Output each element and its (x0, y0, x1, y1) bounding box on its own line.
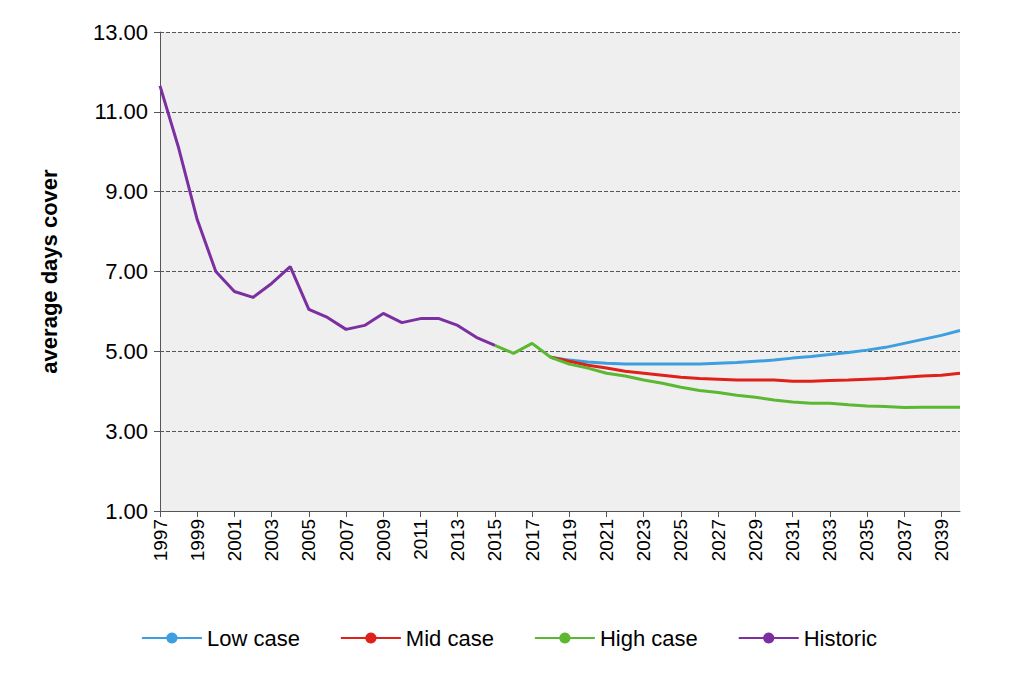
svg-text:13.00: 13.00 (93, 20, 148, 45)
svg-text:2035: 2035 (856, 519, 877, 561)
svg-text:2019: 2019 (559, 519, 580, 561)
svg-text:1999: 1999 (187, 519, 208, 561)
svg-text:2031: 2031 (782, 519, 803, 561)
svg-text:2005: 2005 (298, 519, 319, 561)
svg-text:2021: 2021 (596, 519, 617, 561)
svg-text:2037: 2037 (894, 519, 915, 561)
svg-text:1997: 1997 (150, 519, 171, 561)
svg-text:2023: 2023 (633, 519, 654, 561)
svg-text:2013: 2013 (447, 519, 468, 561)
svg-text:2025: 2025 (670, 519, 691, 561)
svg-text:3.00: 3.00 (105, 419, 148, 444)
svg-text:2009: 2009 (373, 519, 394, 561)
svg-text:2017: 2017 (522, 519, 543, 561)
svg-text:2015: 2015 (484, 519, 505, 561)
svg-text:2039: 2039 (931, 519, 952, 561)
svg-text:9.00: 9.00 (105, 179, 148, 204)
svg-text:7.00: 7.00 (105, 259, 148, 284)
svg-text:2001: 2001 (224, 519, 245, 561)
svg-text:2011: 2011 (410, 519, 431, 560)
svg-text:High case: High case (600, 626, 698, 651)
svg-text:Low case: Low case (207, 626, 300, 651)
svg-text:average days cover: average days cover (37, 169, 62, 374)
svg-text:2029: 2029 (745, 519, 766, 561)
svg-text:11.00: 11.00 (95, 99, 148, 124)
svg-text:Mid case: Mid case (406, 626, 494, 651)
svg-text:2033: 2033 (819, 519, 840, 561)
svg-text:2007: 2007 (336, 519, 357, 561)
svg-text:2027: 2027 (708, 519, 729, 561)
svg-text:2003: 2003 (261, 519, 282, 561)
svg-text:5.00: 5.00 (105, 339, 148, 364)
svg-text:1.00: 1.00 (105, 499, 148, 524)
svg-text:Historic: Historic (804, 626, 877, 651)
